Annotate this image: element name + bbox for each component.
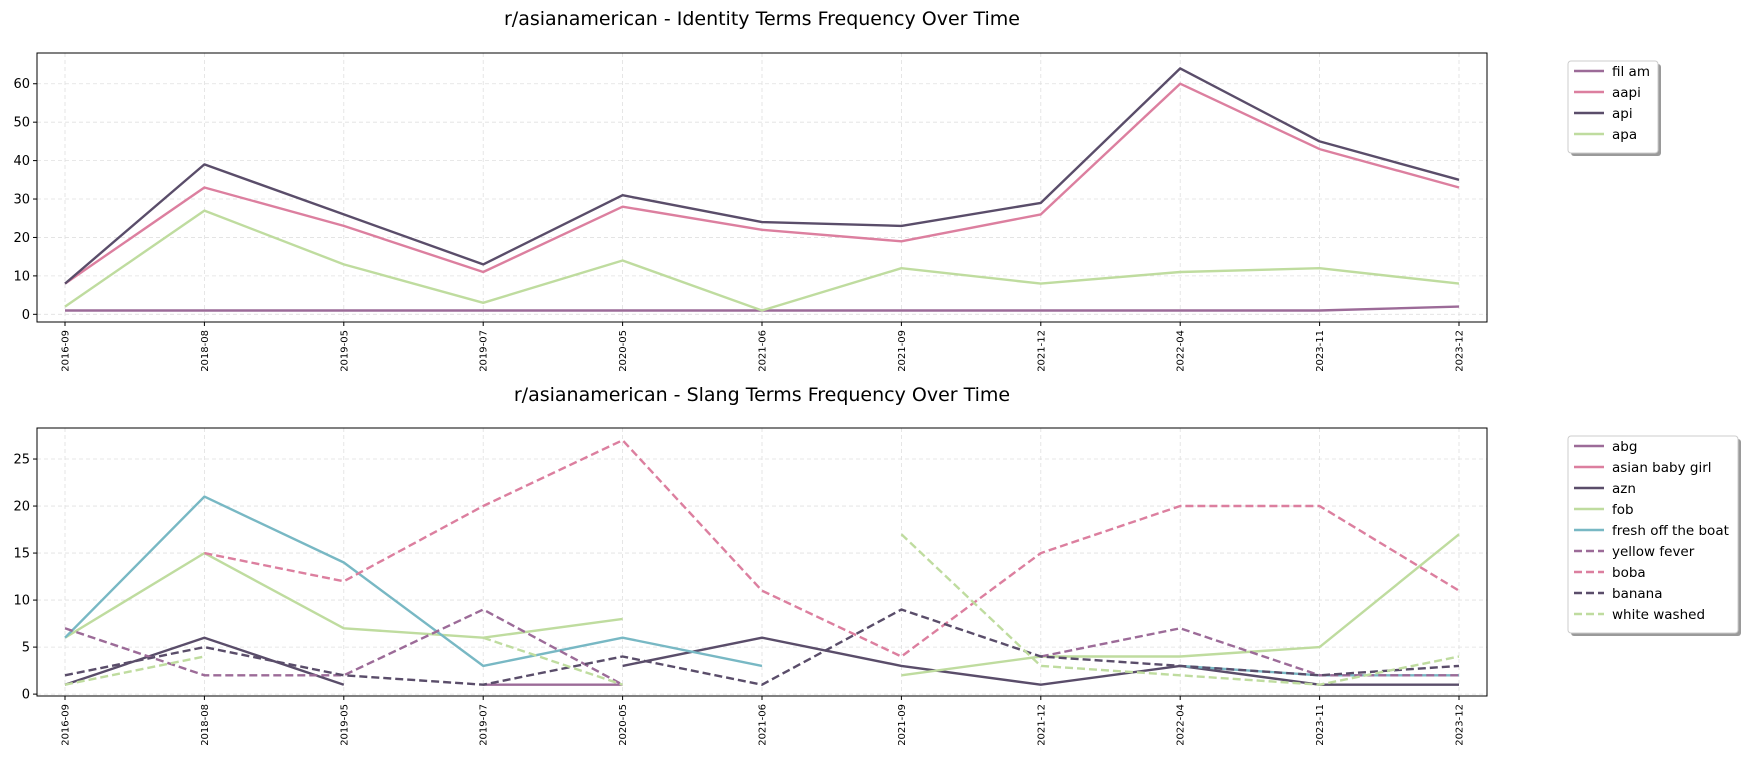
chart1-title: r/asianamerican - Identity Terms Frequen… [504,8,1020,30]
y-tick-label: 10 [13,269,30,284]
legend-label: asian baby girl [1612,460,1712,476]
x-tick-label: 2016-09 [61,330,72,372]
x-tick-label: 2020-05 [618,704,629,746]
series-line-yellow-fever [64,608,624,686]
y-tick-label: 15 [13,547,30,562]
x-tick-label: 2021-06 [758,704,769,746]
y-tick-label: 50 [13,116,30,131]
y-tick-label: 60 [13,77,30,92]
legend-label: abg [1612,439,1637,455]
x-tick-label: 2022-04 [1176,330,1187,372]
x-tick-label: 2023-11 [1315,704,1326,746]
legend-label: yellow fever [1612,544,1695,560]
legend-label: api [1612,106,1633,122]
legend-box [1567,435,1739,634]
x-tick-label: 2021-12 [1036,330,1047,372]
legend-label: fob [1612,502,1634,518]
chart1-plot: 0 10 20 30 40 50 60 2016-09 2018-08 2019-05 2019-0… [13,52,1488,372]
series-line-fob [64,551,623,639]
legend-label: fresh off the boat [1612,523,1729,539]
y-tick-label: 0 [22,688,30,703]
series-line-api [64,67,1460,285]
legend-box [1567,60,1659,154]
y-tick-label: 20 [13,500,30,515]
series-line-banana [64,608,1460,686]
chart1-legend: fil am aapi api apa [1567,60,1661,156]
y-tick-label: 20 [13,231,30,246]
x-tick-label: 2023-12 [1455,704,1466,746]
x-tick-label: 2018-08 [200,330,211,372]
series-line-fob [901,533,1460,677]
x-tick-label: 2019-07 [479,330,490,372]
legend-label: apa [1612,127,1637,143]
x-tick-label: 2021-09 [897,330,908,372]
series-line-aapi [64,82,1460,285]
y-tick-label: 10 [13,594,30,609]
x-tick-label: 2021-12 [1036,704,1047,746]
series-line-azn [64,636,345,686]
series-line-fresh-off-the-boat [64,495,763,668]
x-tick-label: 2023-12 [1455,330,1466,372]
y-tick-label: 0 [22,308,30,323]
legend-label: banana [1612,586,1663,602]
y-tick-label: 40 [13,154,30,169]
legend-label: fil am [1612,64,1650,80]
series-line-boba [204,439,1460,658]
x-tick-label: 2018-08 [200,704,211,746]
x-tick-label: 2022-04 [1176,704,1187,746]
legend-label: white washed [1612,607,1705,623]
x-tick-label: 2021-09 [897,704,908,746]
y-tick-label: 30 [13,193,30,208]
x-tick-label: 2021-06 [758,330,769,372]
x-tick-label: 2023-11 [1315,330,1326,372]
legend-label: aapi [1612,85,1641,101]
chart2-legend: abg asian baby girl azn fob fresh off the bo… [1567,435,1741,636]
series-line-apa [64,209,1460,312]
x-tick-label: 2016-09 [61,704,72,746]
series-line-white-washed [482,636,623,686]
y-tick-label: 5 [22,641,30,656]
chart2-plot: 0 5 10 15 20 25 2016-09 2018-08 2019-05 2019-07 20… [13,427,1488,746]
series-line-white-washed [900,533,1460,686]
x-tick-label: 2020-05 [618,330,629,372]
legend-label: azn [1612,481,1636,497]
x-tick-label: 2019-05 [339,704,350,746]
y-tick-label: 25 [13,453,30,468]
chart2-title: r/asianamerican - Slang Terms Frequency … [514,384,1010,406]
x-tick-label: 2019-05 [339,330,350,372]
x-tick-label: 2019-07 [479,704,490,746]
legend-label: boba [1612,565,1646,581]
